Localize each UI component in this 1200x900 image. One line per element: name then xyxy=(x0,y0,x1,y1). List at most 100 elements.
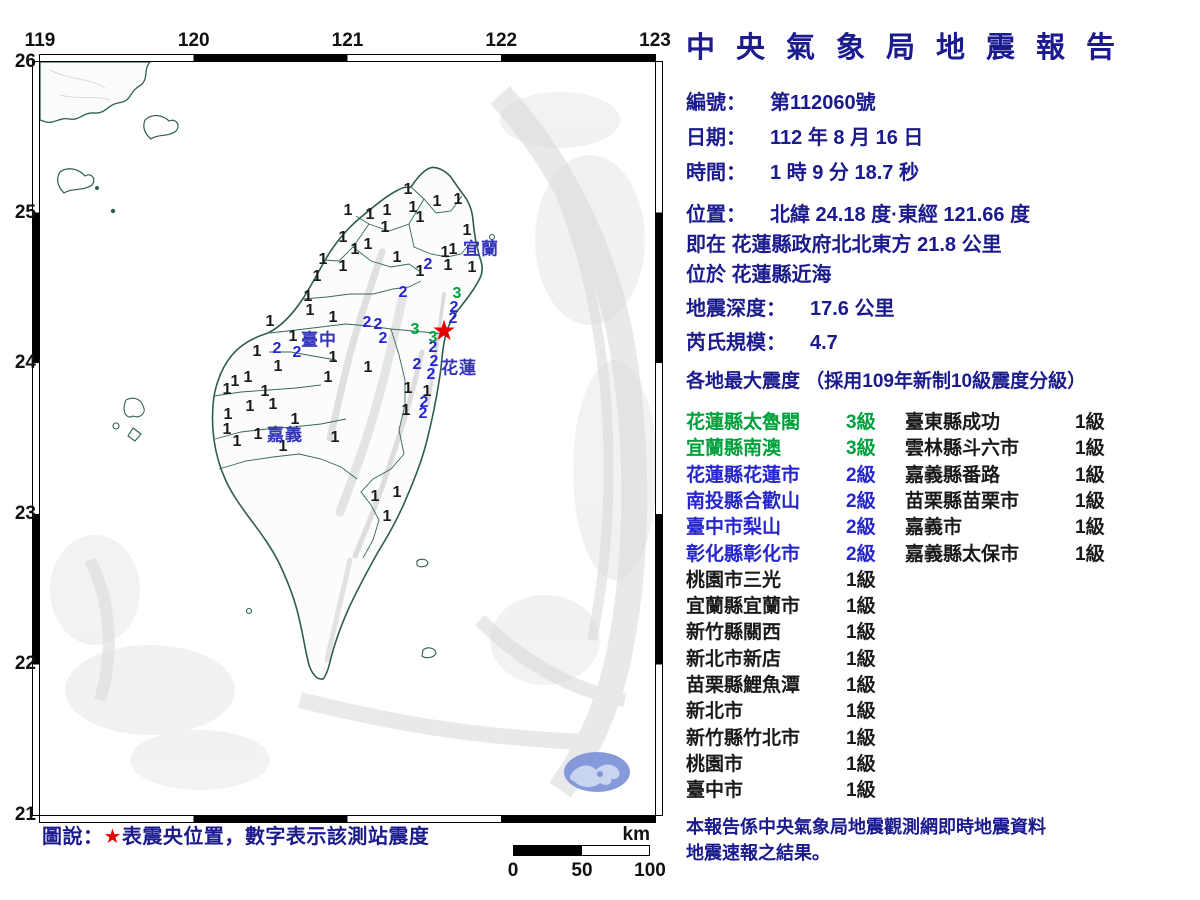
scale-tick-label: 100 xyxy=(634,860,666,881)
intensity-location: 嘉義縣番路 xyxy=(905,464,1001,486)
intensity-row: 新北市新店 1級 xyxy=(680,644,1150,670)
intensity-location: 嘉義市 xyxy=(905,517,963,539)
intensity-location: 南投縣合歡山 xyxy=(686,490,801,512)
mountain-shading xyxy=(324,248,446,663)
intensity-row: 新北市 1級 xyxy=(680,696,1150,722)
intensity-location: 雲林縣斗六市 xyxy=(905,438,1020,460)
station-intensity-number: 1 xyxy=(392,249,402,266)
info-label: 位置： xyxy=(686,204,746,226)
place-label-花蓮: 花蓮 xyxy=(441,358,477,378)
county-boundaries xyxy=(213,186,473,559)
station-intensity-number: 1 xyxy=(328,309,338,326)
info-value: 4.7 xyxy=(810,332,838,354)
station-intensity-number: 1 xyxy=(415,209,425,226)
station-intensity-number: 1 xyxy=(245,398,255,415)
intensity-level: 2級 xyxy=(846,543,876,565)
axis-label-latitude: 24 xyxy=(14,352,36,374)
station-intensity-number: 1 xyxy=(278,438,288,455)
place-label-宜蘭: 宜蘭 xyxy=(463,239,499,259)
map-panel: 圖說：★表震央位置，數字表示該測站震度 km 0 50 100 119 120 121 1… xyxy=(14,30,671,882)
taiwan-relief-map xyxy=(40,62,655,815)
intensity-row: 臺中市 1級 xyxy=(680,775,1150,801)
station-intensity-number: 1 xyxy=(253,426,263,443)
epicenter-star: ★ xyxy=(431,314,457,346)
intensity-row: 花蓮縣花蓮市 2級 嘉義縣番路 1級 xyxy=(680,460,1150,486)
station-intensity-number: 1 xyxy=(305,302,315,319)
intensity-location: 苗栗縣苗栗市 xyxy=(905,490,1020,512)
intensity-row: 彰化縣彰化市 2級 嘉義縣太保市 1級 xyxy=(680,539,1150,565)
axis-label-latitude: 25 xyxy=(14,201,36,223)
scale-bar-graphic xyxy=(513,845,650,856)
intensity-level: 1級 xyxy=(1075,490,1105,512)
station-intensity-number: 1 xyxy=(338,258,348,275)
station-intensity-number: 1 xyxy=(363,359,373,376)
station-intensity-number: 1 xyxy=(443,257,453,274)
intensity-row: 桃園市 1級 xyxy=(680,749,1150,775)
station-intensity-number: 1 xyxy=(303,288,313,305)
station-intensity-number: 1 xyxy=(222,421,232,438)
intensity-location: 苗栗縣鯉魚潭 xyxy=(686,675,801,696)
station-intensity-number: 2 xyxy=(419,394,429,411)
station-intensity-number: 1 xyxy=(422,383,432,400)
station-intensity-number: 1 xyxy=(230,373,240,390)
cwb-logo xyxy=(564,752,630,792)
intensity-level: 1級 xyxy=(846,622,876,644)
intensity-location: 桃園市 xyxy=(686,753,744,775)
station-intensity-number: 3 xyxy=(452,285,462,302)
station-intensity-number: 1 xyxy=(330,429,340,446)
station-intensity-number: 2 xyxy=(362,314,372,331)
intensity-level: 1級 xyxy=(1075,438,1105,460)
scale-unit-label: km xyxy=(622,824,650,845)
epicenter-star-legend: ★ xyxy=(103,826,122,848)
station-intensity-number: 2 xyxy=(426,366,436,383)
station-intensity-number: 1 xyxy=(432,193,442,210)
info-value: 北緯 24.18 度·東經 121.66 度 xyxy=(770,204,1031,226)
intensity-location: 花蓮縣花蓮市 xyxy=(686,464,801,486)
station-intensity-number: 2 xyxy=(378,330,388,347)
intensity-location: 宜蘭縣南澳 xyxy=(686,438,782,460)
map-frame-left xyxy=(32,61,40,816)
scale-bar: km 0 50 100 xyxy=(508,824,666,882)
intensity-row: 南投縣合歡山 2級 苗栗縣苗栗市 1級 xyxy=(680,486,1150,512)
intensity-location: 彰化縣彰化市 xyxy=(686,543,801,565)
station-intensity-number: 1 xyxy=(392,484,402,501)
station-intensity-number: 1 xyxy=(312,268,322,285)
intensity-level: 1級 xyxy=(846,648,876,670)
axis-label-longitude: 119 xyxy=(24,30,56,51)
station-intensity-number: 1 xyxy=(223,406,233,423)
intensity-location: 花蓮縣太魯閣 xyxy=(686,412,801,433)
station-intensity-number: 1 xyxy=(268,396,278,413)
station-intensity-number: 1 xyxy=(273,358,283,375)
info-line: 時間： 1 時 9 分 18.7 秒 xyxy=(686,156,919,185)
intensity-row: 花蓮縣太魯閣 3級 臺東縣成功 1級 xyxy=(680,407,1150,433)
scale-bar-black-segment xyxy=(514,846,582,855)
station-intensity-number: 1 xyxy=(440,244,450,261)
station-intensity-number: 1 xyxy=(403,181,413,198)
intensity-level: 2級 xyxy=(846,490,876,512)
axis-label-longitude: 123 xyxy=(639,30,671,51)
intensity-location: 嘉義縣太保市 xyxy=(905,543,1020,565)
info-line: 位於 花蓮縣近海 xyxy=(686,258,832,287)
station-intensity-number: 2 xyxy=(292,344,302,361)
info-line: 芮氏規模： 4.7 xyxy=(686,326,838,355)
intensity-level: 1級 xyxy=(846,675,876,696)
intensity-level: 1級 xyxy=(846,569,876,591)
axis-label-latitude: 22 xyxy=(14,653,36,675)
report-panel: 中央氣象局地震報告 各地最大震度 （採用109年新制10級震度分級） 本報告係中… xyxy=(680,0,1200,900)
info-value: 112 年 8 月 16 日 xyxy=(770,127,924,149)
intensity-row: 苗栗縣鯉魚潭 1級 xyxy=(680,670,1150,696)
station-intensity-number: 3 xyxy=(410,321,420,338)
map-frame-right xyxy=(655,61,663,816)
info-value: 第112060號 xyxy=(770,92,876,114)
report-footer: 本報告係中央氣象局地震觀測網即時地震資料 地震速報之結果。 xyxy=(686,814,1046,866)
station-intensity-number: 1 xyxy=(338,229,348,246)
info-line: 位置： 北緯 24.18 度·東經 121.66 度 xyxy=(686,198,1030,227)
scale-tick-label: 0 xyxy=(507,860,519,881)
intensity-location: 新北市 xyxy=(686,701,744,723)
map-frame-bottom xyxy=(39,815,656,823)
place-label-臺中: 臺中 xyxy=(301,330,337,350)
scale-bar-white-segment xyxy=(581,846,649,855)
intensity-row: 臺中市梨山 2級 嘉義市 1級 xyxy=(680,512,1150,538)
station-intensity-number: 1 xyxy=(380,219,390,236)
station-intensity-number: 2 xyxy=(423,256,433,273)
